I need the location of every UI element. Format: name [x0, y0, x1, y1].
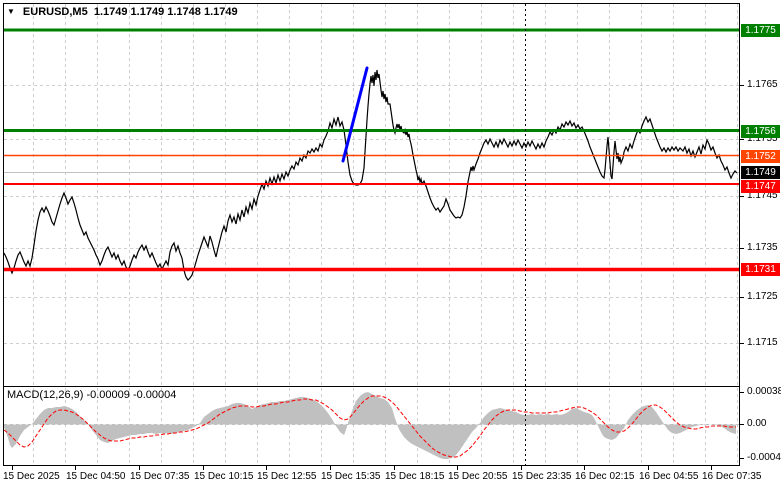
price-series-line — [3, 69, 738, 281]
x-axis-label-2: 15 Dec 07:35 — [130, 471, 190, 482]
x-axis-label-6: 15 Dec 18:15 — [385, 471, 445, 482]
x-axis-label-7: 15 Dec 20:55 — [448, 471, 508, 482]
y-axis-label-1.1715: 1.1715 — [747, 337, 778, 348]
x-axis-label-10: 16 Dec 04:55 — [639, 471, 699, 482]
macd-signal-line — [3, 395, 736, 458]
price-badge-1.1731: 1.1731 — [741, 262, 780, 276]
price-badge-1.1747: 1.1747 — [741, 179, 780, 193]
y-axis-label-1.1755: 1.1755 — [747, 133, 778, 144]
x-axis-label-3: 15 Dec 10:15 — [194, 471, 254, 482]
macd-scale-label-0.00038: 0.00038 — [747, 386, 781, 397]
chart-title: ▼ EURUSD,M5 1.1749 1.1749 1.1748 1.1749 — [7, 6, 238, 18]
price-badge-1.1775: 1.1775 — [741, 23, 780, 37]
x-axis-label-1: 15 Dec 04:50 — [66, 471, 126, 482]
collapse-icon[interactable]: ▼ — [7, 7, 15, 16]
trendline[interactable] — [341, 66, 369, 163]
x-axis-label-8: 15 Dec 23:35 — [512, 471, 572, 482]
symbol-timeframe-label: EURUSD,M5 — [22, 6, 88, 18]
macd-scale-label-0.00: 0.00 — [747, 418, 767, 429]
price-badge-1.1752: 1.1752 — [741, 149, 780, 163]
x-axis-label-4: 15 Dec 12:55 — [257, 471, 317, 482]
macd-main-area — [4, 392, 736, 459]
price-panel-frame — [3, 3, 740, 387]
y-axis-label-1.1745: 1.1745 — [747, 190, 778, 201]
x-axis-label-9: 16 Dec 02:15 — [575, 471, 635, 482]
indicator-label: MACD(12,26,9) -0.00009 -0.00004 — [7, 389, 177, 401]
y-axis-label-1.1725: 1.1725 — [747, 291, 778, 302]
price-badge-1.1749: 1.1749 — [741, 165, 780, 179]
price-badge-1.1756: 1.1756 — [741, 124, 780, 138]
ohlc-readout: 1.1749 1.1749 1.1748 1.1749 — [93, 6, 238, 18]
macd-panel-frame — [3, 386, 740, 466]
macd-scale-label--0.00042: -0.00042 — [747, 452, 781, 463]
y-axis-label-1.1735: 1.1735 — [747, 242, 778, 253]
x-axis-label-5: 15 Dec 15:35 — [321, 471, 381, 482]
x-axis-label-11: 16 Dec 07:35 — [702, 471, 762, 482]
x-axis-label-0: 15 Dec 2025 — [3, 471, 60, 482]
y-axis-label-1.1765: 1.1765 — [747, 79, 778, 90]
